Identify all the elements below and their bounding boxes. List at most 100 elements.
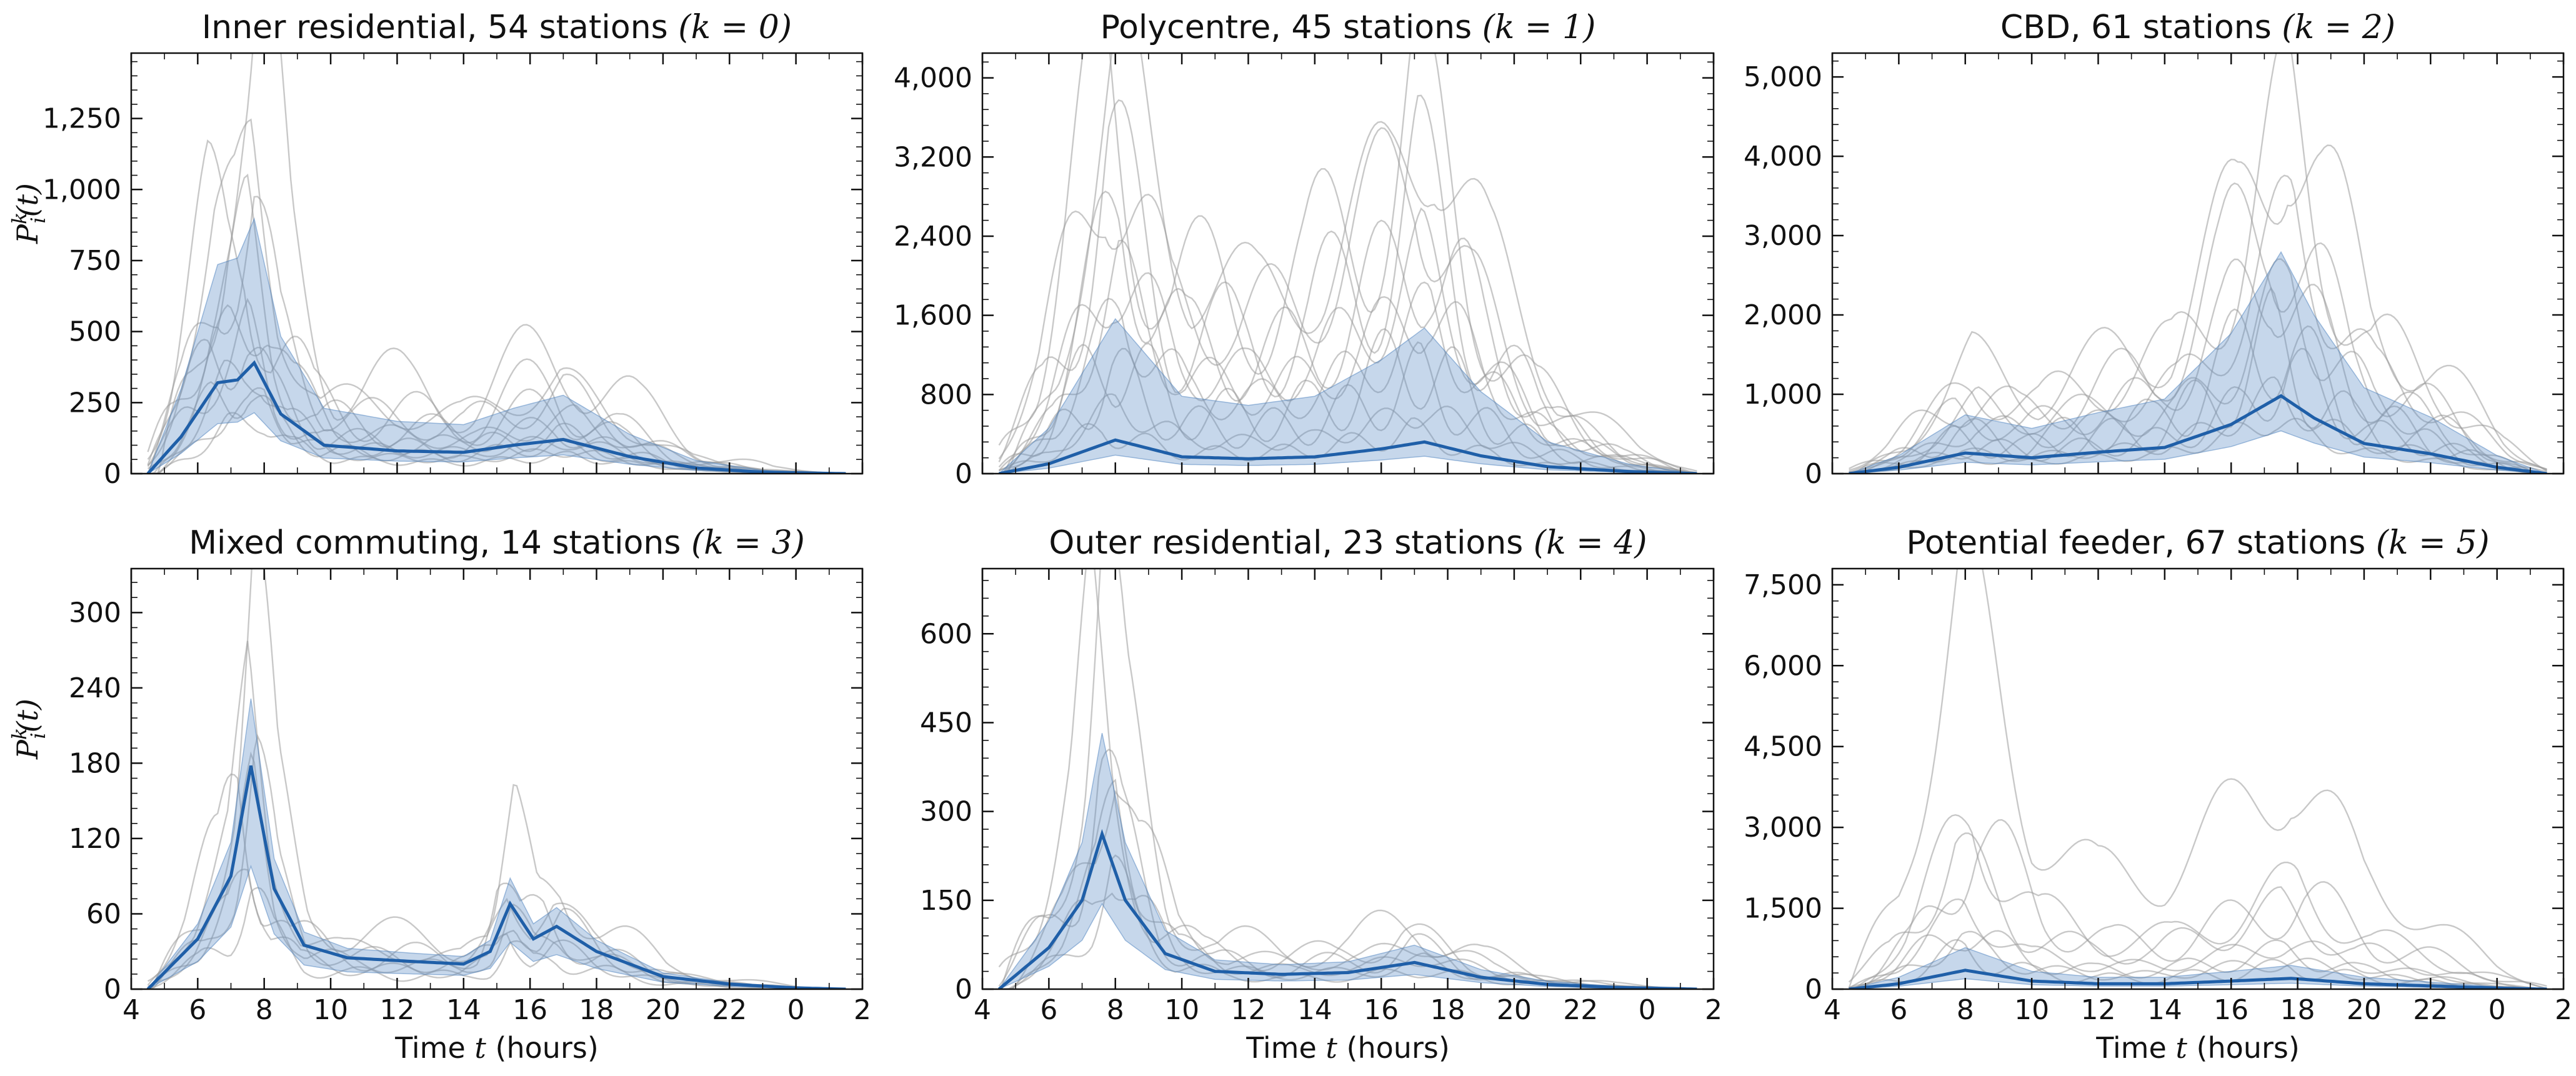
y-tick-label: 450 [920,707,972,739]
quantile-band [147,698,846,989]
x-tick-label: 2 [2555,994,2572,1026]
y-tick-label: 120 [69,823,121,855]
y-tick-label: 150 [920,885,972,917]
y-tick-label: 800 [920,379,972,411]
panel-title: Potential feeder, 67 stations (k = 5) [1906,524,2489,562]
y-tick-label: 3,200 [894,141,972,173]
y-tick-label: 5,000 [1744,61,1822,93]
y-tick-label: 0 [104,458,121,490]
panel-3: 4 6 8 10 12 14 16 18 20 22 0 2060120180240300Mixed … [7,524,871,1065]
panel-title: CBD, 61 stations (k = 2) [2000,9,2395,46]
y-tick-label: 60 [86,898,121,930]
y-tick-label: 1,500 [1744,893,1822,925]
y-tick-label: 1,000 [42,174,121,206]
station-line [1849,53,2547,474]
station-line [1848,832,2547,989]
y-axis-label: Pki(t) [7,183,50,244]
panel-title-text: Potential feeder, 67 stations [1906,524,2375,562]
x-tick-label: 14 [446,994,481,1026]
station-line [147,53,846,474]
station-line [998,53,1697,474]
x-tick-label: 20 [1497,994,1532,1026]
x-axis-label: Time t (hours) [2095,1031,2300,1065]
y-tick-label: 300 [920,796,972,828]
panel-title-k: (k = 2) [2282,9,2395,46]
station-line [999,53,1697,474]
x-tick-label: 14 [1297,994,1332,1026]
x-tick-label: 4 [1824,994,1841,1026]
station-line [1849,814,2547,989]
plot-area [1848,569,2547,989]
station-line [998,127,1697,474]
y-tick-label: 4,000 [894,62,972,94]
y-tick-label: 0 [955,974,972,1005]
panel-title-text: Polycentre, 45 stations [1101,9,1482,46]
station-line [999,341,1697,474]
x-tick-label: 10 [1164,994,1199,1026]
mean-line [1849,394,2547,474]
x-tick-label: 22 [712,994,747,1026]
x-tick-label: 8 [256,994,273,1026]
x-tick-label: 8 [1107,994,1124,1026]
station-line [999,190,1697,474]
panel-5: 4 6 8 10 12 14 16 18 20 22 0 201,5003,0004,5006,000… [1744,524,2572,1065]
y-tick-label: 3,000 [1744,812,1822,844]
panel-title-k: (k = 3) [691,524,805,562]
y-tick-label: 500 [69,316,121,348]
x-tick-label: 18 [1430,994,1465,1026]
x-tick-label: 16 [2214,994,2249,1026]
y-tick-label: 6,000 [1744,650,1822,682]
panel-title-k: (k = 0) [678,9,792,46]
x-tick-label: 6 [1890,994,1907,1026]
x-tick-label: 22 [2413,994,2448,1026]
panel-title-k: (k = 5) [2376,524,2490,562]
panel-title: Inner residential, 54 stations (k = 0) [202,9,792,46]
panel-title: Outer residential, 23 stations (k = 4) [1049,524,1647,562]
x-tick-label: 2 [1705,994,1722,1026]
y-tick-label: 0 [104,974,121,1005]
station-line [999,239,1697,474]
x-tick-label: 12 [379,994,414,1026]
y-tick-label: 1,000 [1744,379,1822,411]
panel-title-text: Inner residential, 54 stations [202,9,678,46]
x-tick-label: 20 [2347,994,2382,1026]
panel-0: 0 250 500 750 1,000 1,250 Inner residential, 5… [7,9,864,490]
y-tick-label: 750 [69,245,121,277]
quantile-band [998,733,1697,989]
plot-area [1849,53,2547,474]
panel-title: Polycentre, 45 stations (k = 1) [1101,9,1596,46]
y-tick-label: 600 [920,618,972,650]
y-tick-label: 0 [1805,974,1822,1005]
y-tick-label: 300 [69,597,121,629]
quantile-band [998,318,1697,474]
x-tick-label: 18 [2280,994,2315,1026]
station-line [1849,258,2547,474]
station-line [999,281,1697,474]
station-line [1848,569,2547,989]
x-tick-label: 0 [2489,994,2506,1026]
y-tick-label: 0 [955,458,972,490]
panel-title-k: (k = 1) [1482,9,1596,46]
x-tick-label: 20 [646,994,681,1026]
x-tick-label: 10 [313,994,348,1026]
y-tick-label: 2,000 [1744,299,1822,331]
y-tick-label: 0 [1805,458,1822,490]
quantile-band [1849,251,2547,474]
x-tick-label: 16 [1364,994,1399,1026]
y-tick-label: 1,600 [894,300,972,332]
y-tick-label: 240 [69,672,121,704]
x-tick-label: 14 [2147,994,2182,1026]
panel-title-k: (k = 4) [1534,524,1647,562]
quantile-band [147,217,846,474]
x-tick-label: 4 [974,994,991,1026]
station-line [1849,144,2547,474]
station-line [1849,174,2547,474]
y-axis-label: Pki(t) [7,699,50,760]
x-tick-label: 22 [1563,994,1598,1026]
axes-frame [981,567,1715,990]
y-tick-label: 1,250 [42,103,121,135]
panel-title: Mixed commuting, 14 stations (k = 3) [189,524,805,562]
x-tick-label: 12 [2080,994,2115,1026]
panel-title-text: Mixed commuting, 14 stations [189,524,691,562]
